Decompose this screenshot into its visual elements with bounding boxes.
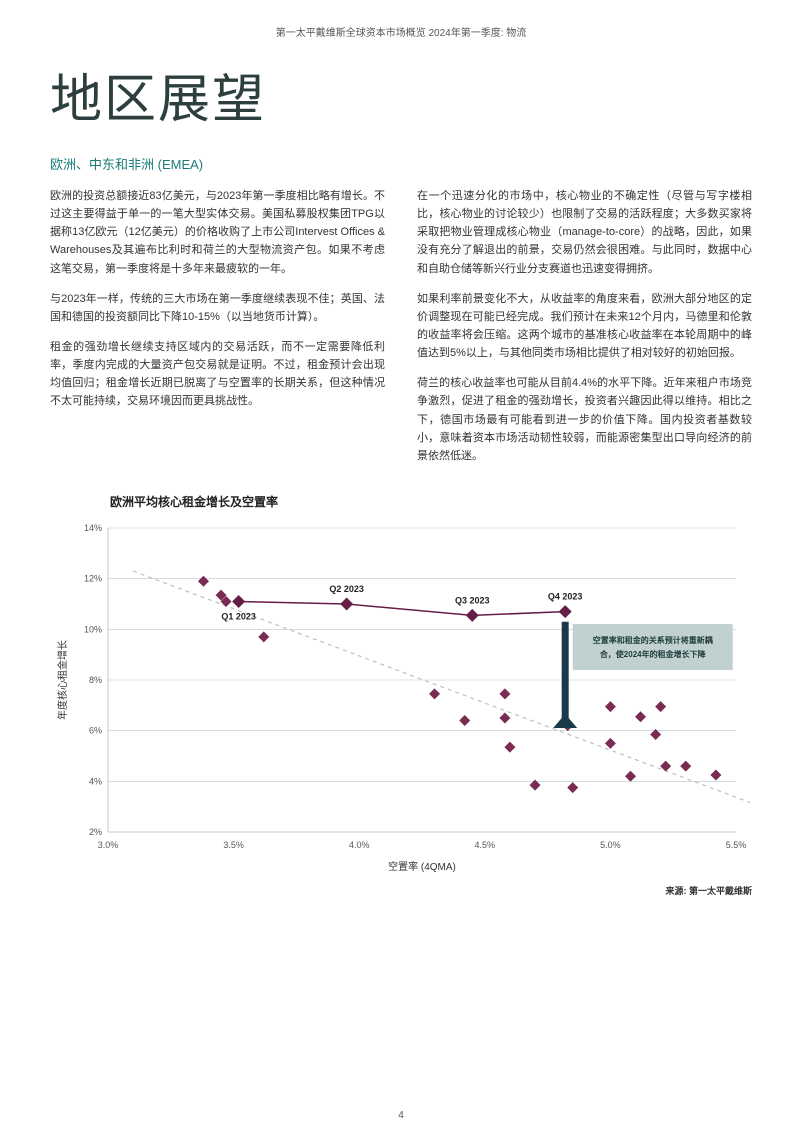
svg-text:Q1 2023: Q1 2023 <box>221 611 256 621</box>
svg-text:5.5%: 5.5% <box>726 840 747 850</box>
svg-text:4.0%: 4.0% <box>349 840 370 850</box>
svg-text:Q4 2023: Q4 2023 <box>548 592 583 602</box>
svg-text:3.5%: 3.5% <box>223 840 244 850</box>
svg-text:Q2 2023: Q2 2023 <box>329 584 364 594</box>
svg-text:空置率 (4QMA): 空置率 (4QMA) <box>388 860 456 873</box>
page-header: 第一太平戴维斯全球资本市场概览 2024年第一季度: 物流 <box>50 24 752 39</box>
svg-text:2%: 2% <box>89 827 102 837</box>
paragraph: 欧洲的投资总额接近83亿美元，与2023年第一季度相比略有增长。不过这主要得益于… <box>50 187 385 278</box>
svg-text:14%: 14% <box>84 523 102 533</box>
svg-text:年度核心租金增长: 年度核心租金增长 <box>56 640 69 720</box>
svg-text:5.0%: 5.0% <box>600 840 621 850</box>
svg-text:4.5%: 4.5% <box>475 840 496 850</box>
paragraph: 租金的强劲增长继续支持区域内的交易活跃，而不一定需要降低利率，季度内完成的大量资… <box>50 338 385 411</box>
svg-text:Q3 2023: Q3 2023 <box>455 595 490 605</box>
svg-text:4%: 4% <box>89 776 102 786</box>
paragraph: 荷兰的核心收益率也可能从目前4.4%的水平下降。近年来租户市场竞争激烈，促进了租… <box>417 374 752 465</box>
main-title: 地区展望 <box>50 57 752 132</box>
paragraph: 与2023年一样，传统的三大市场在第一季度继续表现不佳；英国、法国和德国的投资额… <box>50 290 385 326</box>
chart-section: 欧洲平均核心租金增长及空置率 2% 4% 6% 8% 10% 12% 14% 3.0% 3.5%… <box>50 493 752 897</box>
svg-text:10%: 10% <box>84 624 102 634</box>
region-subtitle: 欧洲、中东和非洲 (EMEA) <box>50 154 752 173</box>
svg-text:12%: 12% <box>84 574 102 584</box>
scatter-chart: 2% 4% 6% 8% 10% 12% 14% 3.0% 3.5% 4.0% 4.5% 5.0% 5.5… <box>50 518 750 878</box>
svg-text:8%: 8% <box>89 675 102 685</box>
page-number: 4 <box>0 1110 802 1121</box>
svg-text:合，使2024年的租金增长下降: 合，使2024年的租金增长下降 <box>599 649 707 659</box>
paragraph: 在一个迅速分化的市场中，核心物业的不确定性（尽管与写字楼相比，核心物业的讨论较少… <box>417 187 752 278</box>
svg-text:3.0%: 3.0% <box>98 840 119 850</box>
chart-source: 来源: 第一太平戴维斯 <box>50 884 752 897</box>
chart-title: 欧洲平均核心租金增长及空置率 <box>110 493 752 510</box>
svg-text:空置率和租金的关系预计将重新耦: 空置率和租金的关系预计将重新耦 <box>593 635 713 645</box>
paragraph: 如果利率前景变化不大，从收益率的角度来看，欧洲大部分地区的定价调整现在可能已经完… <box>417 290 752 363</box>
body-text: 欧洲的投资总额接近83亿美元，与2023年第一季度相比略有增长。不过这主要得益于… <box>50 187 752 465</box>
svg-text:6%: 6% <box>89 726 102 736</box>
